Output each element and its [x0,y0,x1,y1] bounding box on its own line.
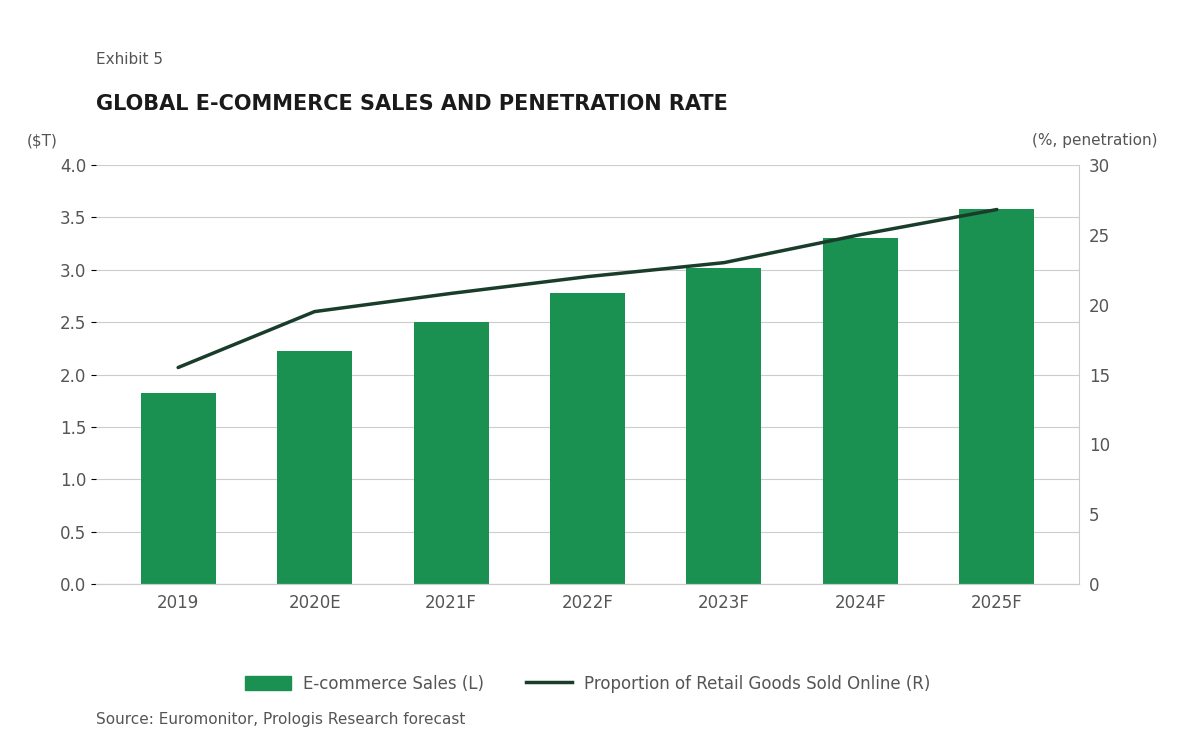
Legend: E-commerce Sales (L), Proportion of Retail Goods Sold Online (R): E-commerce Sales (L), Proportion of Reta… [237,668,938,700]
Bar [687,267,761,584]
Bar [140,393,216,584]
Bar [414,322,488,584]
Bar [959,209,1035,584]
Text: ($T): ($T) [28,133,58,148]
Text: Source: Euromonitor, Prologis Research forecast: Source: Euromonitor, Prologis Research f… [96,712,465,727]
Text: Exhibit 5: Exhibit 5 [96,52,163,67]
Bar [550,293,625,584]
Text: (%, penetration): (%, penetration) [1032,133,1158,148]
Bar [277,351,353,584]
Text: GLOBAL E-COMMERCE SALES AND PENETRATION RATE: GLOBAL E-COMMERCE SALES AND PENETRATION … [96,94,728,114]
Bar [823,238,898,584]
